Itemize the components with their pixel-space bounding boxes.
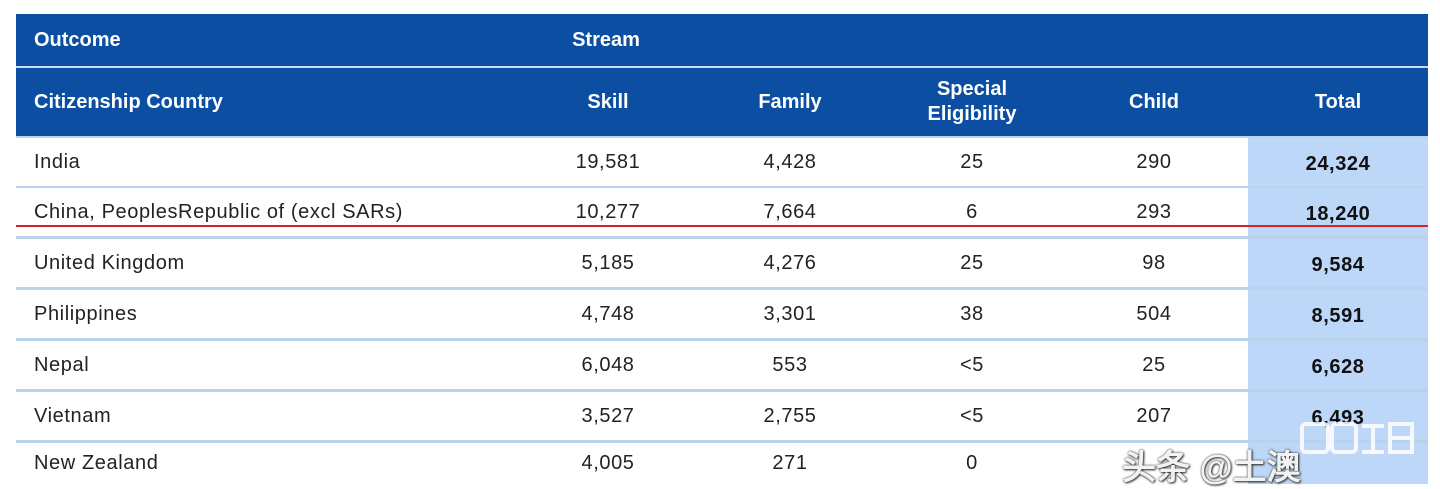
- header-special-eligibility: Special Eligibility: [927, 78, 1017, 125]
- header-row-columns: Citizenship Country Skill Family Special…: [16, 68, 1428, 136]
- country-cell: United Kingdom: [34, 251, 185, 274]
- skill-cell: 4,748: [581, 302, 635, 325]
- header-stream: Stream: [572, 28, 640, 51]
- family-cell: 3,301: [763, 302, 817, 325]
- skill-cell: 10,277: [575, 200, 641, 223]
- child-cell: 98: [1142, 251, 1166, 274]
- special-cell: 25: [960, 150, 984, 173]
- skill-cell: 19,581: [575, 150, 641, 173]
- logo-glyph-icon: [1300, 422, 1414, 454]
- family-cell: 4,428: [763, 150, 817, 173]
- total-cell: 24,324: [1305, 152, 1371, 175]
- citizenship-stream-table: Outcome Stream Citizenship Country Skill…: [16, 14, 1428, 484]
- table-row: Nepal 6,048 553 <5 25 6,628: [16, 341, 1428, 389]
- header-family: Family: [758, 90, 822, 113]
- header-outcome: Outcome: [34, 28, 121, 51]
- child-cell: 207: [1136, 404, 1172, 427]
- table-row: Vietnam 3,527 2,755 <5 207 6,493: [16, 392, 1428, 440]
- special-cell: 25: [960, 251, 984, 274]
- special-cell: <5: [959, 353, 984, 376]
- family-cell: 553: [772, 353, 808, 376]
- country-cell: Nepal: [34, 353, 90, 376]
- skill-cell: 3,527: [581, 404, 635, 427]
- country-cell: Vietnam: [34, 404, 112, 427]
- total-cell: 6,628: [1311, 355, 1365, 378]
- country-cell: New Zealand: [34, 452, 159, 474]
- special-cell: 6: [966, 200, 978, 223]
- child-cell: 25: [1142, 353, 1166, 376]
- highlight-underline: [16, 225, 1428, 227]
- total-cell: 8,591: [1311, 304, 1365, 327]
- watermark-text: 头条 @土澳: [1122, 449, 1301, 487]
- family-cell: 271: [772, 452, 808, 474]
- child-cell: 293: [1136, 200, 1172, 223]
- special-cell: <5: [959, 404, 984, 427]
- special-cell: 38: [960, 302, 984, 325]
- skill-cell: 4,005: [581, 452, 635, 474]
- skill-cell: 6,048: [581, 353, 635, 376]
- header-citizenship-country: Citizenship Country: [34, 90, 223, 113]
- country-cell: Philippines: [34, 302, 138, 325]
- total-cell: 9,584: [1311, 253, 1365, 276]
- table-row: United Kingdom 5,185 4,276 25 98 9,584: [16, 239, 1428, 287]
- table-row: India 19,581 4,428 25 290 24,324: [16, 138, 1428, 186]
- total-cell: 18,240: [1305, 202, 1371, 225]
- family-cell: 4,276: [763, 251, 817, 274]
- header-child: Child: [1129, 90, 1179, 113]
- child-cell: 290: [1136, 150, 1172, 173]
- header-total: Total: [1314, 90, 1362, 113]
- table-row: Philippines 4,748 3,301 38 504 8,591: [16, 290, 1428, 338]
- skill-cell: 5,185: [581, 251, 635, 274]
- table-row: China, PeoplesRepublic of (excl SARs) 10…: [16, 188, 1428, 236]
- child-cell: 504: [1136, 302, 1172, 325]
- header-skill: Skill: [587, 90, 629, 113]
- family-cell: 7,664: [763, 200, 817, 223]
- special-cell: 0: [966, 452, 978, 474]
- watermark-logo: [1290, 410, 1426, 466]
- table-row: New Zealand 4,005 271 0: [16, 443, 1428, 484]
- header-row-outcome: Outcome Stream: [16, 14, 1428, 66]
- header-divider: [16, 66, 1428, 68]
- family-cell: 2,755: [763, 404, 817, 427]
- country-cell: China, PeoplesRepublic of (excl SARs): [34, 200, 404, 223]
- country-cell: India: [34, 150, 81, 173]
